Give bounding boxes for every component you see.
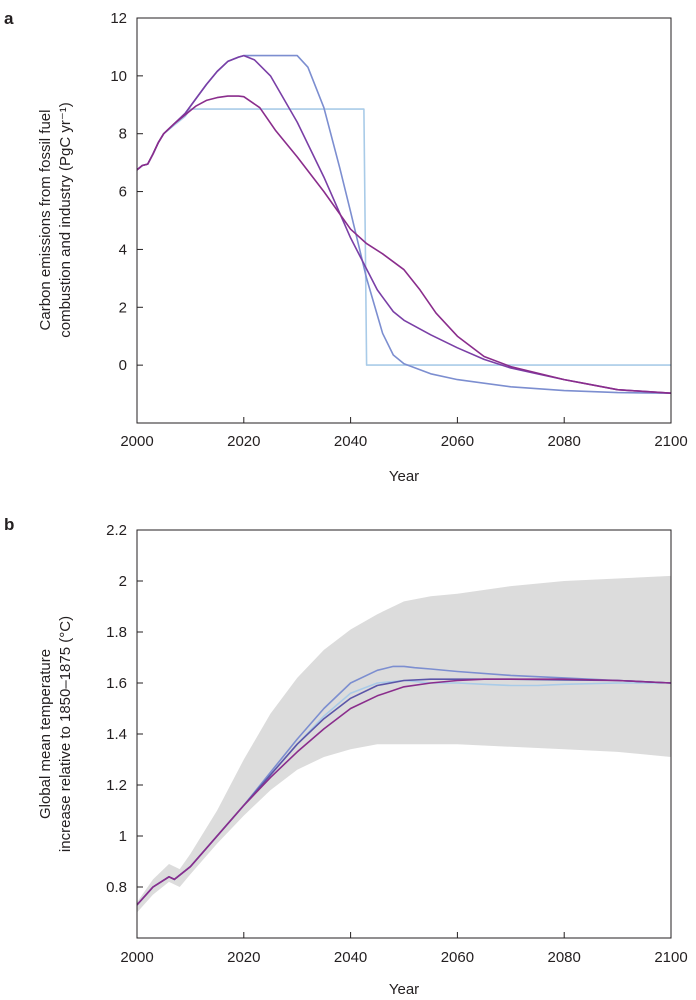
panel-b-chart: b 0.811.21.41.61.822.2 2000 2020 2040 2060 2… [4, 515, 688, 998]
panel-b-y-ticks: 0.8 1 1.2 1.4 1.6 1.8 2 2.2 [106, 522, 143, 896]
panel-b-x-tick-label: 2100 [654, 949, 687, 966]
panel-b-x-tick-label: 2080 [548, 949, 581, 966]
panel-a-y-tick-label: 12 [110, 10, 127, 27]
panel-a-x-ticks: 2000 2020 2040 2060 2080 2100 [120, 417, 688, 450]
panel-a-x-axis-label: Year [389, 468, 419, 485]
panel-a-series-low-peak-pathway [136, 95, 672, 394]
panel-b-band-layer [137, 575, 671, 913]
panel-b-y-tick-label: 1.4 [106, 726, 127, 743]
panel-a-series-step-pathway [136, 108, 671, 366]
panel-a-series-plateau-pathway [136, 54, 672, 394]
panel-a-x-tick-label: 2100 [654, 433, 687, 450]
panel-b-y-tick-label: 2.2 [106, 522, 127, 539]
panel-a-y-tick-label: 10 [110, 68, 127, 85]
panel-a-x-tick-label: 2020 [227, 433, 260, 450]
panel-a-chart: a 0 2 4 6 8 10 12 2000 2020 2040 2060 2080 2100 Yea… [4, 9, 688, 485]
panel-b-x-ticks: 2000 2020 2040 2060 2080 2100 [120, 932, 688, 966]
panel-b-y-axis-label-line2: increase relative to 1850–1875 (°C) [57, 616, 74, 852]
panel-a-x-tick-label: 2080 [548, 433, 581, 450]
panel-a-series-high-peak-pathway [136, 54, 672, 394]
panel-a-y-axis-label-line1: Carbon emissions from fossil fuel [37, 110, 54, 331]
panel-a-y-axis-label-line2: combustion and industry (PgC yr⁻¹) [57, 102, 74, 338]
panel-a-label: a [4, 9, 14, 28]
panel-a-y-tick-label: 0 [119, 357, 127, 374]
panel-b-y-tick-label: 1.2 [106, 777, 127, 794]
panel-b-x-axis-label: Year [389, 981, 419, 998]
panel-a-plot-frame [136, 17, 672, 424]
panel-b-y-tick-label: 1.6 [106, 675, 127, 692]
panel-a-x-tick-label: 2000 [120, 433, 153, 450]
panel-a-series-layer [136, 54, 672, 394]
panel-a-y-tick-label: 4 [119, 241, 127, 258]
panel-b-series-low-peak-pathway [136, 678, 672, 906]
panel-a-x-tick-label: 2060 [441, 433, 474, 450]
panel-a-y-tick-label: 2 [119, 299, 127, 316]
panel-b-x-tick-label: 2020 [227, 949, 260, 966]
panel-b-series-layer [136, 665, 672, 906]
panel-a-y-ticks: 0 2 4 6 8 10 12 [110, 10, 143, 374]
panel-b-x-tick-label: 2040 [334, 949, 367, 966]
panel-b-x-tick-label: 2060 [441, 949, 474, 966]
panel-b-y-tick-label: 2 [119, 573, 127, 590]
panel-b-label: b [4, 515, 14, 534]
panel-b-uncertainty-range [137, 575, 671, 913]
panel-b-x-tick-label: 2000 [120, 949, 153, 966]
panel-a-y-tick-label: 8 [119, 126, 127, 143]
panel-b-y-tick-label: 0.8 [106, 879, 127, 896]
panel-b-y-axis-label-line1: Global mean temperature [37, 649, 54, 819]
panel-b-y-tick-label: 1 [119, 828, 127, 845]
panel-a-y-tick-label: 6 [119, 184, 127, 201]
panel-b-y-tick-label: 1.8 [106, 624, 127, 641]
panel-a-x-tick-label: 2040 [334, 433, 367, 450]
